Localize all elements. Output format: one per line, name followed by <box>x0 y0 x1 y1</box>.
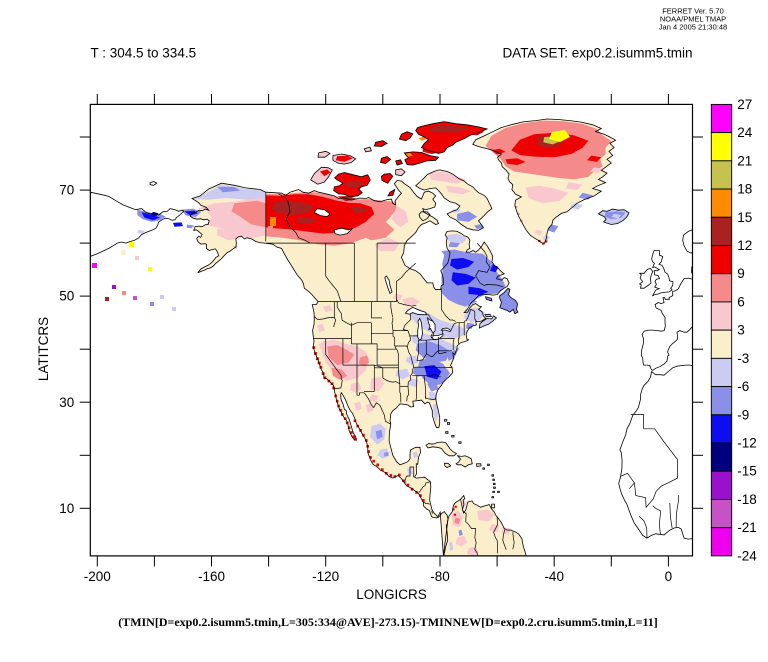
svg-text:-12: -12 <box>737 436 757 451</box>
svg-text:50: 50 <box>59 289 74 304</box>
svg-text:FERRET Ver. 5.70: FERRET Ver. 5.70 <box>662 7 724 16</box>
svg-text:-120: -120 <box>312 569 339 584</box>
svg-text:9: 9 <box>737 266 745 281</box>
svg-text:T : 304.5 to 334.5: T : 304.5 to 334.5 <box>91 46 197 61</box>
svg-text:10: 10 <box>59 501 74 516</box>
svg-text:(TMIN[D=exp0.2.isumm5.tmin,L=3: (TMIN[D=exp0.2.isumm5.tmin,L=305:334@AVE… <box>118 615 658 629</box>
svg-text:-80: -80 <box>430 569 450 584</box>
svg-text:12: 12 <box>737 238 752 253</box>
svg-text:LONGICRS: LONGICRS <box>356 587 427 602</box>
svg-text:30: 30 <box>59 395 74 410</box>
svg-text:-21: -21 <box>737 520 757 535</box>
svg-text:21: 21 <box>737 153 752 168</box>
svg-text:27: 27 <box>737 97 752 112</box>
svg-text:15: 15 <box>737 210 752 225</box>
svg-text:-15: -15 <box>737 464 757 479</box>
svg-text:18: 18 <box>737 182 752 197</box>
svg-text:NOAA/PMEL TMAP: NOAA/PMEL TMAP <box>660 15 726 24</box>
svg-text:Jan 4 2005 21:30:48: Jan 4 2005 21:30:48 <box>659 23 727 32</box>
svg-text:70: 70 <box>59 183 74 198</box>
svg-text:-18: -18 <box>737 492 757 507</box>
svg-text:-200: -200 <box>84 569 111 584</box>
svg-text:24: 24 <box>737 125 753 140</box>
svg-text:0: 0 <box>665 569 673 584</box>
svg-text:-40: -40 <box>544 569 564 584</box>
svg-text:-24: -24 <box>737 548 757 563</box>
svg-text:-6: -6 <box>737 379 749 394</box>
svg-text:-9: -9 <box>737 407 749 422</box>
svg-text:DATA SET: exp0.2.isumm5.tmin: DATA SET: exp0.2.isumm5.tmin <box>502 46 692 61</box>
svg-text:3: 3 <box>737 323 745 338</box>
svg-text:LATITCRS: LATITCRS <box>36 317 51 381</box>
svg-text:-3: -3 <box>737 351 749 366</box>
svg-text:-160: -160 <box>198 569 225 584</box>
svg-text:6: 6 <box>737 294 745 309</box>
